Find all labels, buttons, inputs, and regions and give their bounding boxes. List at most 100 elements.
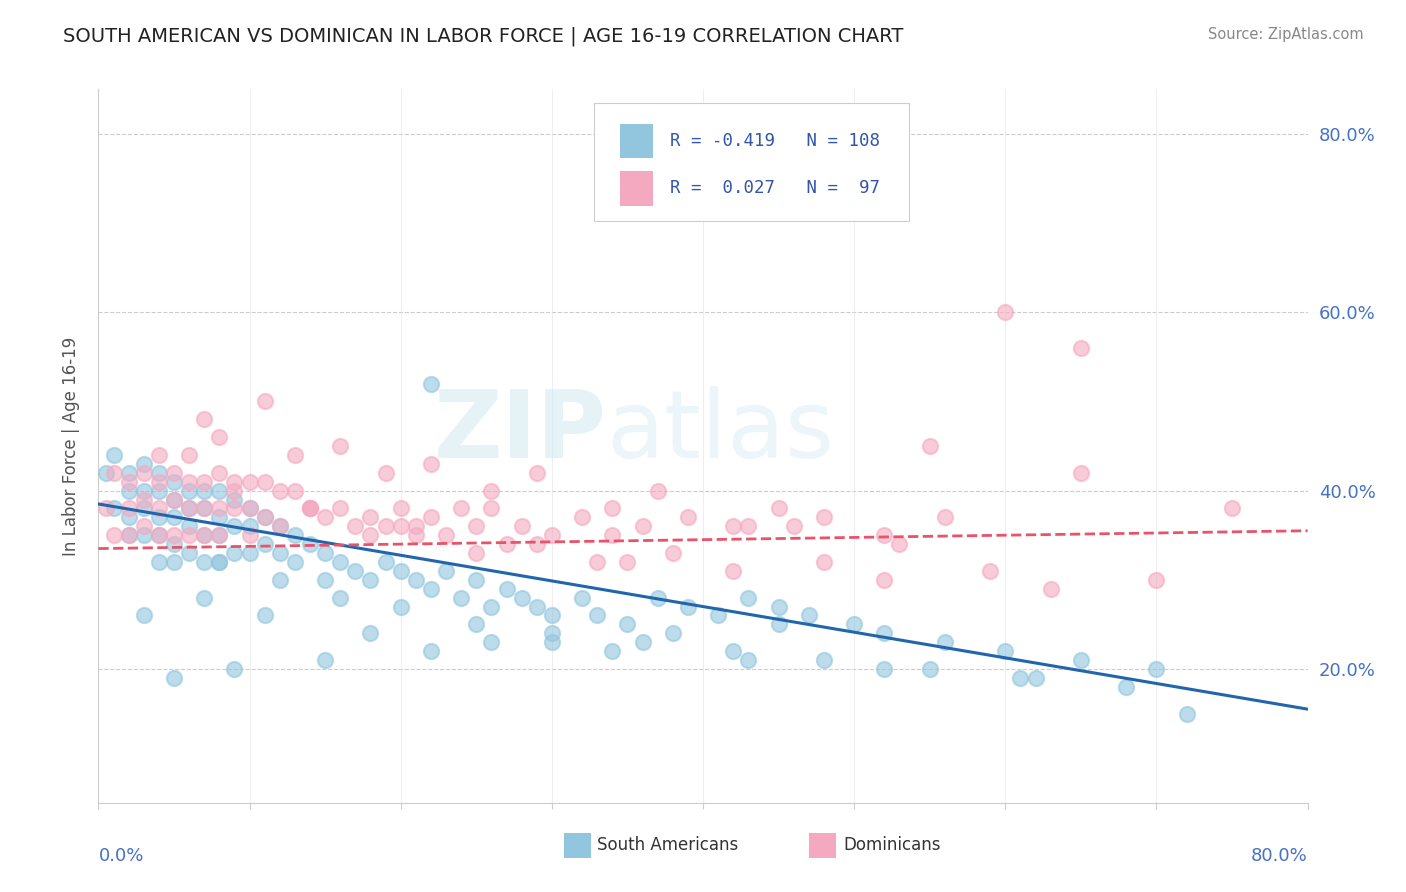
Text: 0.0%: 0.0%	[98, 847, 143, 865]
Point	[193, 591, 215, 605]
Text: ZIP: ZIP	[433, 385, 606, 478]
Point	[193, 483, 215, 498]
Point	[420, 457, 443, 471]
Point	[269, 483, 291, 498]
Point	[707, 608, 730, 623]
Point	[253, 510, 276, 524]
Point	[873, 528, 896, 542]
Point	[586, 555, 609, 569]
Point	[979, 564, 1001, 578]
Point	[132, 608, 155, 623]
Point	[269, 519, 291, 533]
Point	[465, 617, 488, 632]
Point	[118, 483, 141, 498]
Point	[768, 599, 790, 614]
Point	[179, 546, 201, 560]
Point	[571, 591, 593, 605]
Point	[224, 475, 246, 489]
Point	[1024, 671, 1046, 685]
Point	[193, 528, 215, 542]
Point	[299, 537, 322, 551]
Point	[510, 519, 533, 533]
Point	[163, 528, 186, 542]
Point	[132, 483, 155, 498]
Point	[179, 475, 201, 489]
Point	[253, 608, 276, 623]
Text: R =  0.027   N =  97: R = 0.027 N = 97	[671, 179, 880, 197]
Point	[179, 448, 201, 462]
Point	[647, 591, 669, 605]
Point	[374, 555, 396, 569]
Point	[602, 528, 624, 542]
Point	[1175, 706, 1198, 721]
Point	[768, 617, 790, 632]
Y-axis label: In Labor Force | Age 16-19: In Labor Force | Age 16-19	[62, 336, 80, 556]
Point	[208, 528, 231, 542]
Point	[239, 546, 262, 560]
Point	[526, 537, 548, 551]
Point	[224, 519, 246, 533]
Point	[631, 519, 654, 533]
Point	[360, 573, 382, 587]
Point	[873, 662, 896, 676]
Text: Source: ZipAtlas.com: Source: ZipAtlas.com	[1208, 27, 1364, 42]
Point	[148, 501, 170, 516]
Point	[208, 501, 231, 516]
Point	[208, 510, 231, 524]
Point	[329, 501, 352, 516]
Point	[163, 492, 186, 507]
Point	[118, 510, 141, 524]
Point	[103, 466, 125, 480]
Point	[179, 501, 201, 516]
Point	[918, 439, 941, 453]
Point	[179, 501, 201, 516]
Point	[389, 519, 412, 533]
Point	[208, 528, 231, 542]
Point	[239, 475, 262, 489]
Point	[495, 582, 517, 596]
Point	[1144, 662, 1167, 676]
Point	[571, 510, 593, 524]
Point	[344, 519, 367, 533]
Point	[284, 448, 307, 462]
Point	[616, 617, 638, 632]
Point	[405, 528, 427, 542]
Point	[465, 573, 488, 587]
Point	[118, 528, 141, 542]
Point	[510, 591, 533, 605]
Point	[314, 510, 336, 524]
Point	[329, 555, 352, 569]
Point	[344, 564, 367, 578]
Point	[179, 483, 201, 498]
Point	[616, 555, 638, 569]
Point	[540, 608, 562, 623]
Text: Dominicans: Dominicans	[844, 836, 941, 854]
Point	[329, 439, 352, 453]
Point	[132, 501, 155, 516]
Point	[148, 483, 170, 498]
Point	[208, 483, 231, 498]
Point	[723, 644, 745, 658]
Point	[1220, 501, 1243, 516]
FancyBboxPatch shape	[564, 833, 591, 858]
Text: South Americans: South Americans	[596, 836, 738, 854]
Point	[269, 519, 291, 533]
FancyBboxPatch shape	[620, 124, 654, 159]
Point	[208, 430, 231, 444]
Point	[148, 475, 170, 489]
Point	[224, 501, 246, 516]
Point	[813, 510, 835, 524]
Point	[994, 305, 1017, 319]
Point	[118, 501, 141, 516]
Point	[94, 466, 117, 480]
Point	[148, 466, 170, 480]
Point	[737, 591, 759, 605]
Point	[163, 466, 186, 480]
Point	[208, 555, 231, 569]
Point	[420, 510, 443, 524]
Point	[1070, 466, 1092, 480]
Point	[148, 528, 170, 542]
Point	[253, 537, 276, 551]
Point	[737, 653, 759, 667]
Point	[813, 555, 835, 569]
